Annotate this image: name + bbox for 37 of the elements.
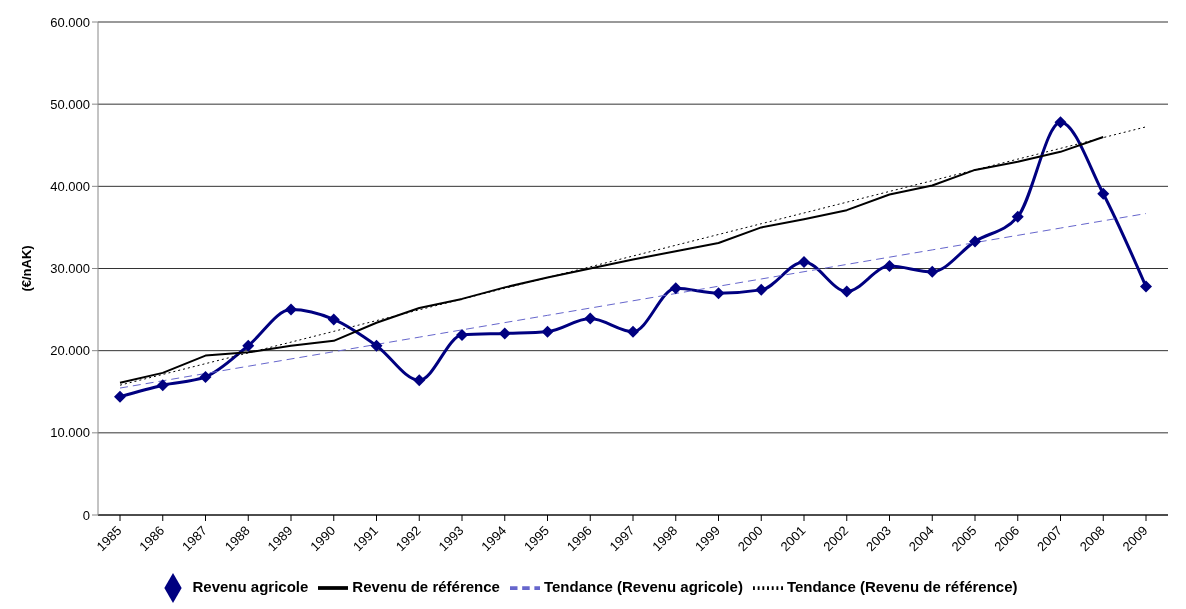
point xyxy=(285,303,297,316)
point xyxy=(156,379,169,392)
point xyxy=(1097,187,1110,200)
point xyxy=(755,283,768,296)
point xyxy=(541,325,554,338)
point xyxy=(327,313,340,326)
point xyxy=(114,390,126,403)
point xyxy=(1011,210,1024,223)
point xyxy=(498,327,511,340)
point xyxy=(840,285,853,298)
point xyxy=(627,325,639,338)
y-tick-label: 40.000 xyxy=(50,178,90,194)
point xyxy=(798,255,810,268)
y-tick-label: 60.000 xyxy=(50,14,90,30)
point xyxy=(413,374,426,387)
point xyxy=(242,339,255,352)
point xyxy=(969,235,981,248)
point xyxy=(1140,280,1152,293)
y-axis-title: (€/nAK) xyxy=(18,245,34,292)
point xyxy=(883,260,896,273)
point xyxy=(456,329,468,342)
point xyxy=(1054,116,1067,129)
point xyxy=(370,339,383,352)
y-tick-label: 20.000 xyxy=(50,343,90,359)
legend-label: Tendance (Revenu de référence) xyxy=(786,577,1018,595)
legend-label: Revenu de référence xyxy=(352,577,500,595)
y-tick-label: 50.000 xyxy=(50,96,90,112)
point xyxy=(584,312,597,325)
y-tick-label: 10.000 xyxy=(50,425,90,441)
point xyxy=(926,265,939,278)
y-tick-label: 30.000 xyxy=(50,261,90,277)
point xyxy=(669,282,682,295)
point xyxy=(199,370,212,383)
y-tick-label: 0 xyxy=(82,507,90,523)
legend-label: Revenu agricole xyxy=(192,577,309,595)
legend-label: Tendance (Revenu agricole) xyxy=(543,577,743,595)
point xyxy=(712,287,725,300)
